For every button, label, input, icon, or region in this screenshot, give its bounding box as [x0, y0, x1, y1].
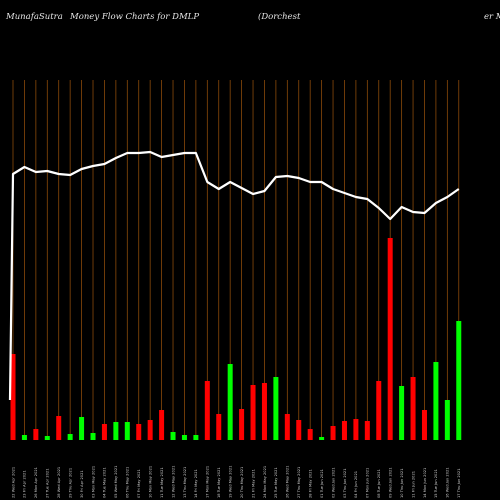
x-tick-label: 01 Tue Jun 2021: [320, 469, 324, 498]
money-flow-bar: [113, 422, 119, 440]
money-flow-bar: [261, 383, 267, 440]
money-flow-line: [8, 150, 460, 401]
site-name: MunafaSutra: [6, 12, 63, 22]
money-flow-bar: [44, 436, 50, 440]
x-tick-label: 03 Thu Jun 2021: [343, 468, 347, 498]
money-flow-bar: [216, 414, 222, 440]
chart-title: Money Flow Charts for DMLP: [70, 12, 200, 22]
company-name-left: (Dorchest: [258, 12, 301, 22]
x-tick-label: 23 Fri Apr 2021: [23, 470, 27, 498]
money-flow-bar: [296, 420, 302, 440]
money-flow-bar: [227, 364, 233, 440]
money-flow-bar: [21, 435, 27, 440]
money-flow-bar: [399, 386, 405, 440]
x-tick-label: 10 Thu Jun 2021: [400, 468, 404, 498]
money-flow-bar: [159, 410, 165, 440]
x-tick-label: 07 Mon Jun 2021: [366, 468, 370, 498]
money-flow-bar: [307, 429, 313, 440]
x-tick-label: 05 Wed May 2021: [114, 466, 118, 498]
x-tick-label: 17 Thu Jun 2021: [457, 468, 461, 498]
money-flow-bars: [10, 238, 462, 440]
money-flow-bar: [273, 377, 279, 440]
money-flow-bar: [341, 421, 347, 440]
money-flow-bar: [387, 238, 393, 440]
company-name-right: er M: [484, 12, 500, 22]
money-flow-bar: [410, 377, 416, 440]
x-tick-label: 13 Thu May 2021: [183, 467, 187, 498]
x-tick-label: 04 Fri Jun 2021: [354, 471, 358, 498]
x-tick-label: 07 Fri May 2021: [137, 469, 141, 498]
x-tick-label: 11 Fri Jun 2021: [411, 471, 415, 498]
money-flow-bar: [193, 435, 199, 440]
x-tick-label: 11 Tue May 2021: [160, 467, 164, 498]
x-tick-label: 25 Tue May 2021: [274, 467, 278, 498]
x-tick-label: 08 Tue Jun 2021: [377, 469, 381, 498]
x-tick-label: 22 Wed Apr 2021: [11, 467, 15, 498]
money-flow-bar: [147, 420, 153, 440]
money-flow-bar: [67, 434, 73, 440]
x-tick-label: 14 Mon Jun 2021: [423, 468, 427, 498]
money-flow-bar: [433, 362, 439, 440]
x-tick-label: 15 Tue Jun 2021: [434, 469, 438, 498]
x-tick-label: 26 Wed May 2021: [286, 466, 290, 498]
money-flow-bar: [456, 321, 462, 440]
money-flow-bar: [181, 435, 187, 440]
x-tick-label: 26 Mon Apr 2021: [34, 467, 38, 498]
x-tick-label: 12 Wed May 2021: [171, 466, 175, 498]
money-flow-bar: [364, 421, 370, 440]
x-tick-label: 09 Wed Jun 2021: [388, 467, 392, 498]
x-tick-label: 14 Fri May 2021: [194, 469, 198, 498]
x-tick-label: 28 Fri May 2021: [308, 469, 312, 498]
money-flow-bar: [56, 416, 62, 440]
chart-header: MunafaSutra Money Flow Charts for DMLP (…: [0, 0, 500, 40]
x-tick-label: 24 Mon May 2021: [263, 466, 267, 498]
x-tick-label: 17 Mon May 2021: [206, 466, 210, 498]
money-flow-bar: [330, 426, 336, 440]
x-tick-label: 27 Tue Apr 2021: [46, 468, 50, 498]
money-flow-bar: [284, 414, 290, 440]
x-tick-label: 04 Tue May 2021: [103, 467, 107, 498]
money-flow-bar: [239, 409, 245, 440]
money-flow-bar: [250, 385, 256, 440]
x-tick-label: 27 Thu May 2021: [297, 467, 301, 498]
money-flow-bar: [10, 354, 16, 440]
x-tick-label: 29 Thu Apr 2021: [68, 468, 72, 498]
money-flow-bar: [33, 429, 39, 440]
x-tick-label: 16 Wed Jun 2021: [446, 467, 450, 498]
money-flow-bar: [444, 400, 450, 440]
money-flow-bar: [319, 437, 325, 440]
x-axis-labels: 22 Wed Apr 2021 23 Fri Apr 2021 26 Mon Apr…: [11, 466, 461, 498]
money-flow-bar: [124, 422, 130, 440]
x-tick-label: 06 Thu May 2021: [126, 467, 130, 498]
money-flow-bar: [136, 424, 142, 440]
money-flow-bar: [421, 410, 427, 440]
money-flow-bar: [170, 432, 176, 440]
money-flow-bar: [353, 419, 359, 440]
money-flow-bar: [79, 417, 85, 440]
money-flow-bar: [101, 424, 107, 440]
x-tick-label: 28 Wed Apr 2021: [57, 467, 61, 498]
x-tick-label: 19 Wed May 2021: [228, 466, 232, 498]
x-tick-label: 10 Mon May 2021: [148, 466, 152, 498]
x-tick-label: 20 Thu May 2021: [240, 467, 244, 498]
x-tick-label: 02 Wed Jun 2021: [331, 467, 335, 498]
x-tick-label: 21 Fri May 2021: [251, 469, 255, 498]
money-flow-bar: [204, 381, 210, 440]
x-tick-label: 30 Fri Apr 2021: [80, 470, 84, 498]
money-flow-bar: [376, 381, 382, 440]
x-tick-label: 18 Tue May 2021: [217, 467, 221, 498]
gridlines: [12, 80, 460, 440]
money-flow-bar: [90, 433, 96, 440]
x-tick-label: 03 Mon May 2021: [91, 466, 95, 498]
